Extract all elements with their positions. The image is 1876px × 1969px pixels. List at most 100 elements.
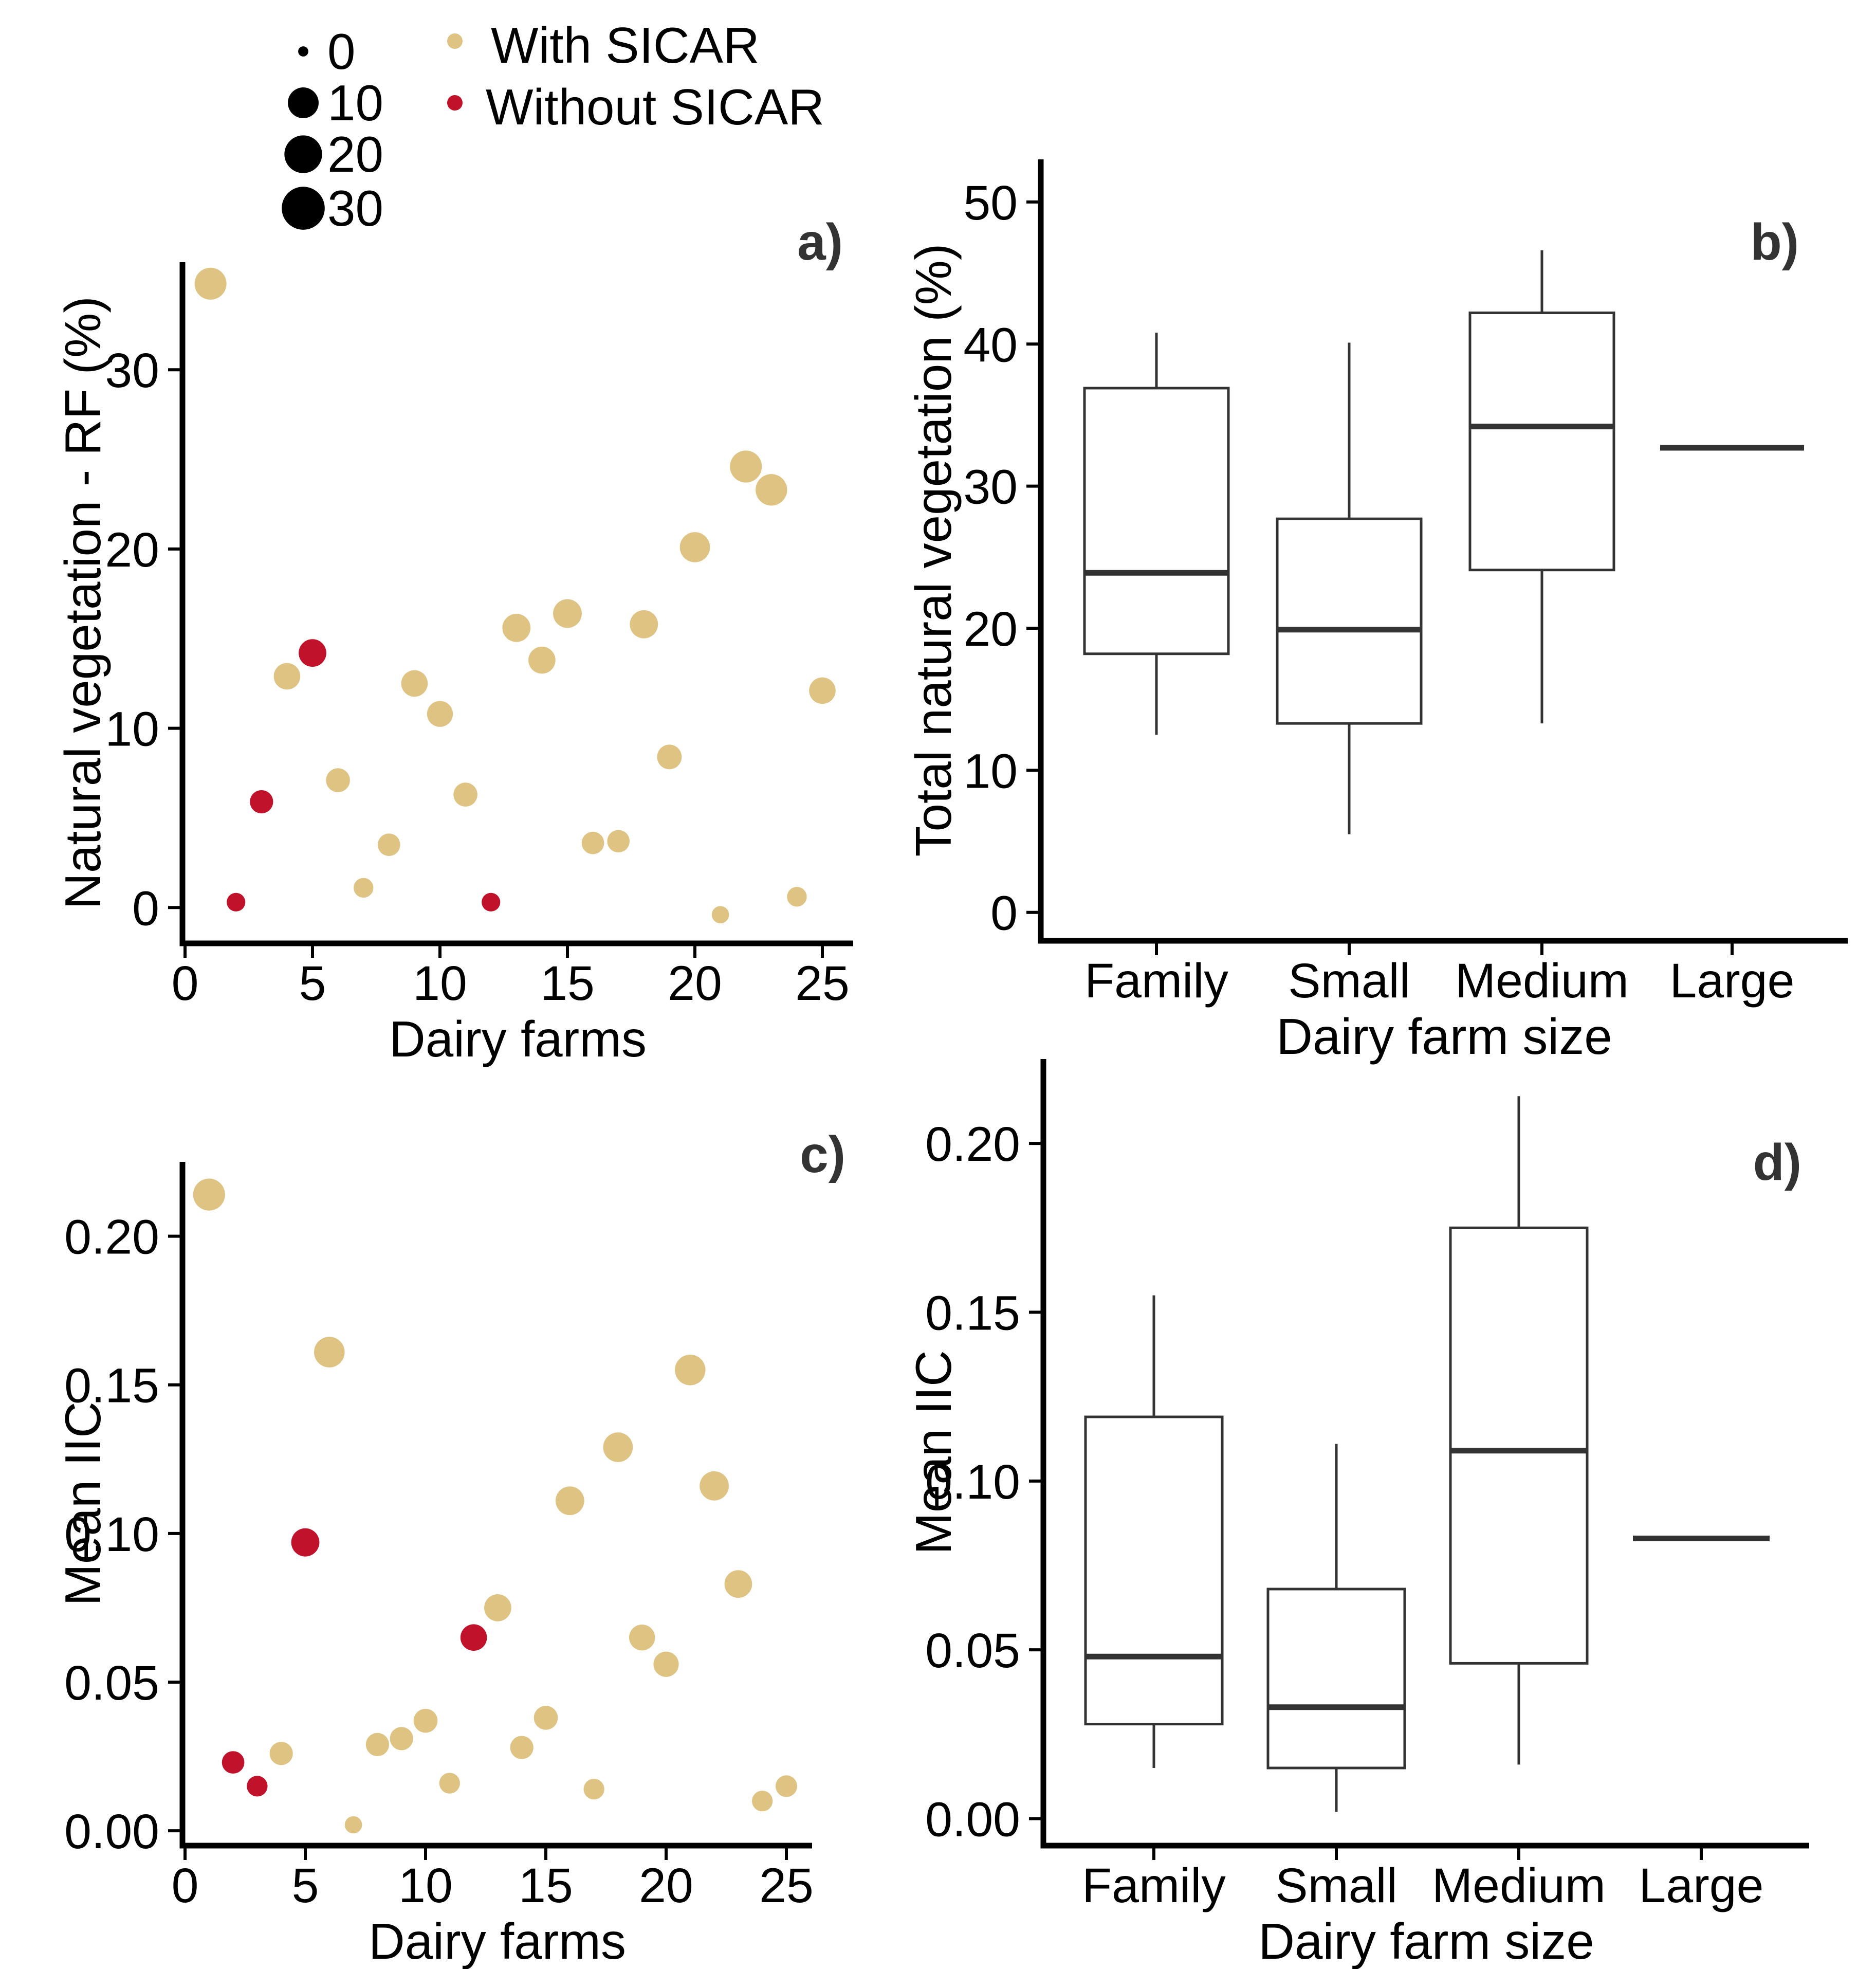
panel-label: d)	[1753, 1134, 1801, 1191]
legend-size-dot	[284, 135, 322, 173]
data-point	[227, 892, 246, 911]
category-label: Family	[1082, 1858, 1226, 1913]
data-point	[194, 267, 227, 300]
data-point	[377, 833, 400, 856]
data-point	[354, 878, 374, 898]
data-point	[724, 1570, 752, 1598]
box-iqr	[1449, 1226, 1589, 1665]
legend-size-label: 30	[327, 180, 383, 236]
category-label: Large	[1670, 954, 1795, 1008]
y-tick-label: 50	[963, 176, 1018, 230]
legend-group-label: Without SICAR	[486, 79, 824, 135]
data-point	[553, 599, 582, 628]
data-point	[247, 1776, 268, 1797]
data-point	[427, 701, 453, 727]
data-point	[344, 1816, 362, 1834]
legend-size-label: 20	[327, 126, 383, 183]
y-tick-label: 20	[105, 523, 159, 577]
x-tick-label: 10	[398, 1858, 453, 1913]
data-point	[482, 892, 501, 911]
data-point	[413, 1708, 438, 1733]
legend-size-dot	[298, 46, 308, 57]
data-point	[809, 677, 836, 704]
legend-size-dot	[282, 187, 325, 230]
data-point	[299, 639, 326, 667]
x-tick-label: 10	[413, 956, 467, 1011]
y-tick-label: 10	[963, 744, 1018, 798]
data-point	[752, 1791, 773, 1812]
y-tick-label: 0	[132, 881, 159, 936]
x-tick-label: 25	[795, 956, 850, 1011]
axis-lines	[179, 262, 853, 946]
data-point	[460, 1624, 487, 1651]
data-point	[630, 610, 658, 639]
data-point	[326, 768, 350, 792]
panel-b-boxplot: 0 10 20 30 40 50 Family Small Medium Large Dairy f…	[905, 159, 1848, 1065]
category-label: Medium	[1455, 954, 1629, 1008]
data-point	[711, 906, 729, 924]
data-point	[730, 450, 762, 483]
data-point	[390, 1727, 413, 1751]
data-point	[756, 474, 787, 506]
data-point	[269, 1742, 293, 1765]
box-medium	[1468, 250, 1615, 724]
data-point	[222, 1751, 245, 1774]
data-point	[653, 1651, 679, 1677]
data-point	[534, 1706, 558, 1730]
panel-label: c)	[800, 1126, 845, 1183]
y-tick-label: 0	[990, 886, 1018, 941]
box-family	[1084, 1295, 1224, 1768]
y-tick-label: 0.20	[64, 1210, 159, 1265]
y-tick-label: 0.10	[925, 1455, 1020, 1509]
x-tick-label: 0	[172, 1858, 199, 1913]
category-label: Family	[1084, 954, 1228, 1008]
data-point	[502, 613, 531, 642]
y-axis-title: Mean IIC	[54, 1401, 111, 1606]
x-tick-label: 15	[519, 1858, 573, 1913]
panel-d-boxplot: 0.00 0.05 0.10 0.15 0.20 Family Small Medium Lar…	[905, 1059, 1809, 1969]
data-point	[607, 830, 630, 853]
data-point	[510, 1736, 534, 1759]
box-iqr	[1083, 387, 1230, 655]
y-axis-title: Mean IIC	[905, 1350, 962, 1555]
data-point	[439, 1773, 460, 1794]
data-point	[775, 1775, 798, 1797]
data-point	[675, 1354, 706, 1385]
data-point	[365, 1733, 389, 1756]
legend-size-label: 0	[327, 23, 356, 80]
data-point	[291, 1528, 320, 1557]
data-point	[603, 1432, 633, 1463]
x-tick-label: 0	[172, 956, 199, 1011]
x-axis-title: Dairy farm size	[1258, 1913, 1594, 1969]
x-axis-title: Dairy farms	[369, 1913, 626, 1969]
axis-lines	[179, 1162, 812, 1849]
data-point	[453, 782, 477, 807]
category-label: Large	[1639, 1858, 1764, 1913]
legend-color-dot	[447, 95, 463, 111]
data-point	[273, 663, 301, 690]
y-tick-label: 0.05	[64, 1656, 159, 1710]
panel-label: b)	[1751, 213, 1799, 271]
y-tick-label: 0.20	[925, 1117, 1020, 1172]
panel-label: a)	[797, 213, 843, 271]
x-axis-title: Dairy farms	[389, 1011, 647, 1067]
panel-a-scatter: 0 10 20 30 0 5 10 15 20 25 Dairy farms Natural vege…	[54, 213, 853, 1067]
category-label: Small	[1275, 1858, 1397, 1913]
box-iqr	[1468, 311, 1615, 572]
legend-size-dot	[288, 87, 319, 118]
box-family	[1083, 333, 1230, 735]
data-point	[679, 532, 710, 562]
y-tick-label: 0.00	[64, 1804, 159, 1859]
x-tick-label: 20	[668, 956, 722, 1011]
y-axis-title: Natural vegetation - RF (%)	[54, 296, 111, 909]
y-tick-label: 0.15	[64, 1359, 159, 1413]
category-label: Small	[1288, 954, 1410, 1008]
box-iqr	[1084, 1415, 1224, 1726]
axis-lines	[1038, 159, 1848, 944]
legend-color-dot	[447, 33, 463, 49]
data-point	[581, 831, 604, 854]
y-axis-title: Total natural vegetation (%)	[905, 244, 962, 857]
x-axis-title: Dairy farm size	[1276, 1008, 1612, 1065]
data-point	[314, 1337, 345, 1368]
